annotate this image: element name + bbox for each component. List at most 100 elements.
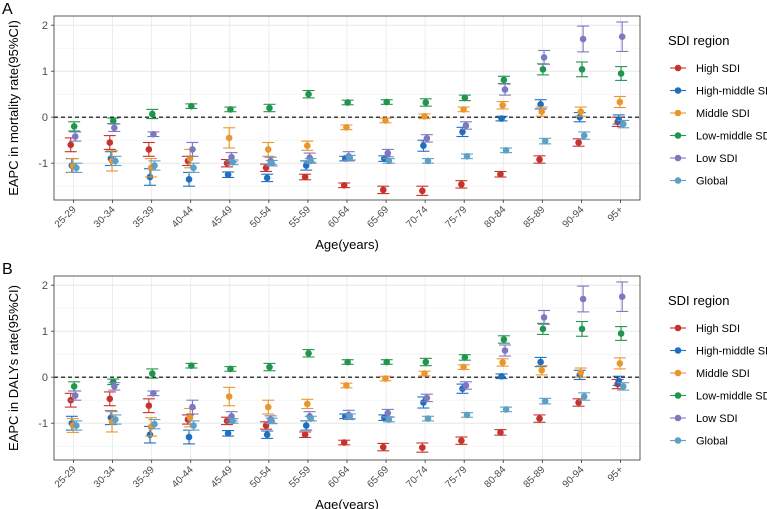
data-point [577, 369, 585, 376]
data-point [421, 370, 428, 377]
data-point [502, 406, 510, 413]
legend-key-point [674, 369, 682, 377]
legend-key-point [674, 414, 682, 422]
data-point [536, 415, 543, 422]
legend-label: High-middle SDI [696, 346, 767, 358]
legend-key-point [674, 347, 682, 354]
legend-label: High-middle SDI [696, 86, 767, 98]
data-point [151, 420, 158, 428]
legend-key-point [674, 87, 682, 94]
data-point [383, 358, 390, 366]
legend-title: SDI region [668, 293, 729, 308]
x-tick-label: 35-39 [131, 464, 157, 490]
legend-item: Global [670, 436, 728, 448]
legend: SDI region High SDI High-middle SDI Middle … [668, 293, 767, 448]
data-point [498, 115, 505, 122]
data-point [268, 417, 275, 425]
data-point [186, 155, 194, 162]
panel-label: A [2, 1, 13, 18]
legend-item: Low-middle SDI [670, 391, 767, 403]
x-tick-label: 65-69 [365, 464, 391, 490]
data-point [109, 117, 117, 125]
legend-item: Low SDI [670, 413, 738, 425]
data-point [229, 158, 236, 166]
x-tick-label: 60-64 [326, 204, 352, 230]
data-point [501, 347, 509, 354]
legend: SDI region High SDI High-middle SDI Middle … [668, 33, 767, 188]
data-point [307, 415, 315, 422]
data-point [421, 112, 428, 120]
data-point [67, 141, 75, 149]
legend-item: High-middle SDI [670, 346, 767, 358]
x-tick-label: 80-84 [483, 204, 509, 230]
data-point [112, 157, 119, 165]
x-axis-title: Age(years) [315, 497, 379, 509]
data-point [186, 414, 194, 421]
data-point [501, 86, 509, 93]
data-point [268, 159, 275, 167]
data-point [422, 99, 430, 106]
panel-label: B [2, 261, 13, 278]
panel-a: -1 0 1 2 25-29 30-34 35-39 40-44 45-49 50-54 55-59… [2, 1, 767, 252]
data-point [150, 130, 157, 138]
data-point [185, 176, 193, 183]
data-point [461, 354, 469, 361]
data-point [302, 162, 310, 169]
data-point [461, 94, 469, 102]
data-point [423, 394, 431, 402]
x-tick-label: 85-89 [522, 464, 548, 490]
data-point [190, 164, 197, 172]
data-point [71, 133, 79, 140]
x-tick-label: 70-74 [404, 464, 430, 490]
data-point [420, 142, 427, 150]
data-point [460, 363, 467, 371]
y-axis-title: EAPC in DALYs rate(95%CI) [6, 285, 21, 451]
data-point [145, 146, 153, 153]
data-point [343, 382, 350, 389]
x-tick-label: 45-49 [209, 464, 235, 490]
data-point [266, 104, 273, 112]
y-tick-label: 1 [42, 66, 48, 78]
y-tick-label: 0 [42, 112, 48, 124]
legend-item: High SDI [670, 323, 740, 335]
data-point [385, 157, 393, 165]
data-point [424, 415, 432, 422]
x-tick-label: 40-44 [170, 204, 196, 230]
data-point [578, 325, 586, 333]
data-point [382, 117, 389, 124]
data-point [264, 146, 272, 153]
legend-label: Low-middle SDI [696, 131, 767, 143]
data-point [618, 293, 626, 301]
x-tick-label: 75-79 [443, 464, 469, 490]
data-point [225, 393, 233, 400]
data-point [227, 365, 234, 373]
legend-key-point [674, 109, 682, 117]
legend-item: Low-middle SDI [670, 131, 767, 143]
data-point [344, 99, 351, 106]
x-tick-label: 75-79 [443, 204, 469, 230]
x-tick-label: 90-94 [561, 464, 587, 490]
legend-label: Low SDI [696, 413, 738, 425]
data-point [540, 314, 548, 321]
legend-item: Middle SDI [670, 108, 750, 120]
data-point [617, 330, 625, 337]
data-point [577, 108, 585, 115]
legend-key-point [674, 324, 682, 332]
data-point [228, 153, 235, 161]
legend-item: Middle SDI [670, 368, 750, 380]
legend-key-point [674, 132, 682, 139]
x-axis-title: Age(years) [315, 237, 379, 252]
data-point [145, 402, 153, 410]
y-axis-title: EAPC in mortality rate(95%CI) [6, 20, 21, 196]
x-tick-label: 90-94 [561, 204, 587, 230]
data-point [536, 156, 543, 163]
data-point [616, 98, 624, 106]
data-point [344, 358, 351, 366]
legend-key-point [674, 177, 682, 184]
data-point [382, 375, 389, 382]
x-tick-label: 50-54 [248, 204, 274, 230]
data-point [301, 431, 309, 439]
data-point [305, 349, 312, 357]
data-point [616, 360, 624, 367]
